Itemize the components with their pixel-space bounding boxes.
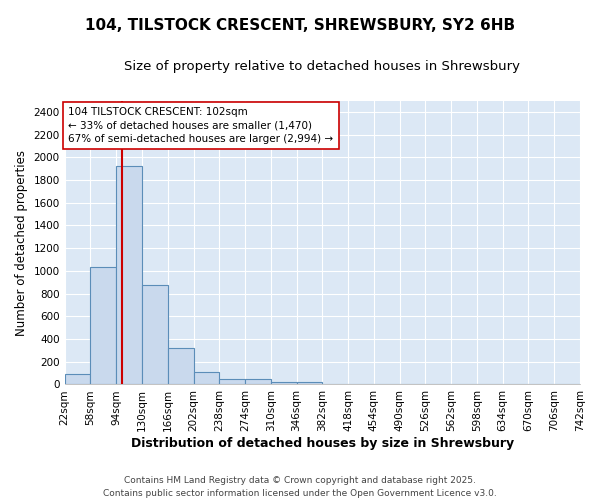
Text: 104, TILSTOCK CRESCENT, SHREWSBURY, SY2 6HB: 104, TILSTOCK CRESCENT, SHREWSBURY, SY2 … (85, 18, 515, 32)
Bar (219, 379, 245, 384)
Bar (193, 372, 219, 384)
Bar (271, 382, 296, 384)
Bar (91, 268, 116, 384)
X-axis label: Distribution of detached houses by size in Shrewsbury: Distribution of detached houses by size … (131, 437, 514, 450)
Text: 104 TILSTOCK CRESCENT: 102sqm
← 33% of detached houses are smaller (1,470)
67% o: 104 TILSTOCK CRESCENT: 102sqm ← 33% of d… (68, 108, 334, 144)
Bar (142, 284, 168, 384)
Text: Contains HM Land Registry data © Crown copyright and database right 2025.
Contai: Contains HM Land Registry data © Crown c… (103, 476, 497, 498)
Bar (116, 166, 142, 384)
Bar (296, 382, 322, 384)
Bar (65, 374, 91, 384)
Bar (168, 348, 193, 385)
Title: Size of property relative to detached houses in Shrewsbury: Size of property relative to detached ho… (124, 60, 520, 73)
Y-axis label: Number of detached properties: Number of detached properties (15, 150, 28, 336)
Bar (245, 380, 271, 384)
